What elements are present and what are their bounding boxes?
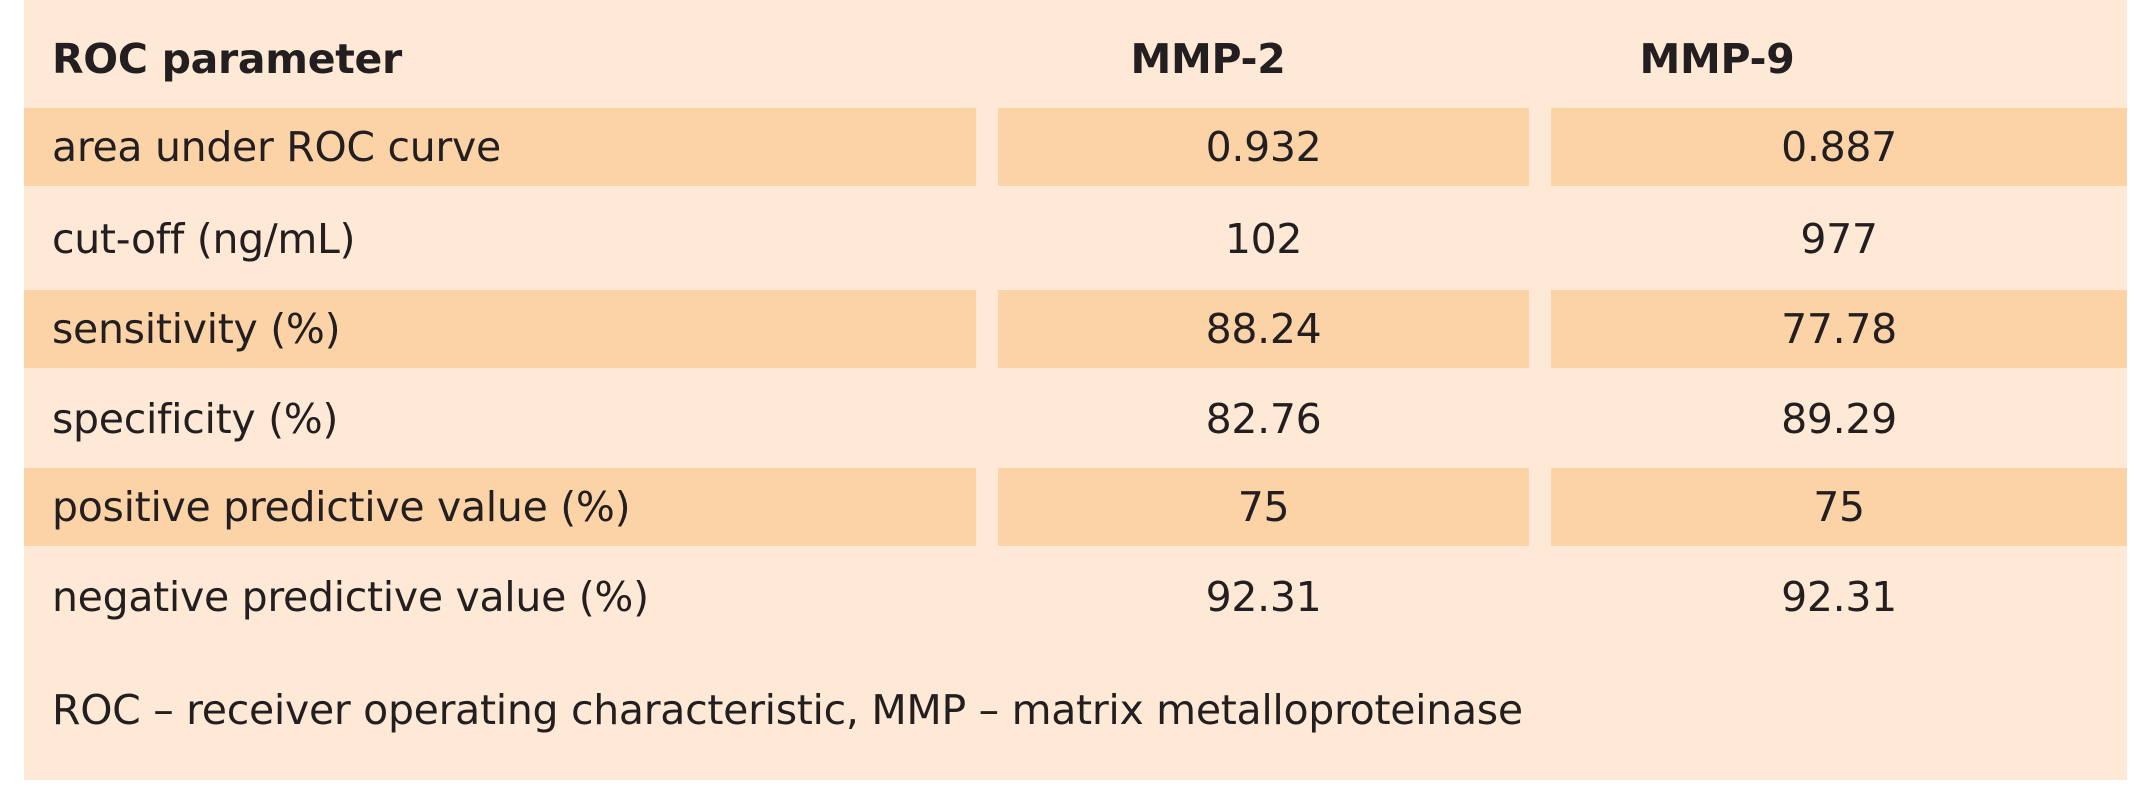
header-roc-parameter: ROC parameter [52, 34, 402, 83]
table-row: specificity (%) 82.76 89.29 [24, 380, 2127, 458]
table-row: cut-off (ng/mL) 102 977 [24, 200, 2127, 278]
column-gap [1529, 200, 1551, 278]
mmp-9-value: 75 [1551, 468, 2127, 546]
column-gap [1418, 20, 1440, 98]
table-row: positive predictive value (%) 75 75 [24, 468, 2127, 546]
header-mmp-9: MMP-9 [1639, 34, 1795, 83]
row-label: cut-off (ng/mL) [52, 214, 356, 263]
mmp-2-value: 82.76 [1205, 394, 1322, 443]
table-footnote: ROC – receiver operating characteristic,… [52, 686, 1523, 734]
mmp-9-value: 92.31 [1781, 572, 1897, 621]
column-gap [976, 558, 998, 636]
mmp-9-value: 89.29 [1781, 394, 1897, 443]
table-row: sensitivity (%) 88.24 77.78 [24, 290, 2127, 368]
mmp-2-value: 75 [998, 468, 1529, 546]
column-gap [976, 380, 998, 458]
column-gap [976, 108, 998, 186]
column-gap [976, 200, 998, 278]
row-label: specificity (%) [52, 394, 339, 443]
table-header-row: ROC parameter MMP-2 MMP-9 [24, 20, 2127, 98]
row-label: sensitivity (%) [24, 290, 976, 368]
mmp-2-value: 88.24 [998, 290, 1529, 368]
table-row: area under ROC curve 0.932 0.887 [24, 108, 2127, 186]
mmp-2-value: 0.932 [998, 108, 1529, 186]
row-label: area under ROC curve [24, 108, 976, 186]
mmp-9-value: 977 [1800, 214, 1878, 263]
mmp-9-value: 0.887 [1551, 108, 2127, 186]
table-row: negative predictive value (%) 92.31 92.3… [24, 558, 2127, 636]
header-mmp-2: MMP-2 [1130, 34, 1286, 83]
mmp-2-value: 92.31 [1205, 572, 1322, 621]
column-gap [976, 468, 998, 546]
row-label: positive predictive value (%) [24, 468, 976, 546]
column-gap [976, 290, 998, 368]
roc-table: ROC parameter MMP-2 MMP-9 area under ROC… [24, 0, 2127, 780]
column-gap [1529, 380, 1551, 458]
column-gap [1529, 108, 1551, 186]
row-label: negative predictive value (%) [52, 572, 649, 621]
column-gap [976, 20, 998, 98]
column-gap [1529, 468, 1551, 546]
mmp-2-value: 102 [1224, 214, 1303, 263]
column-gap [1529, 558, 1551, 636]
column-gap [1529, 290, 1551, 368]
mmp-9-value: 77.78 [1551, 290, 2127, 368]
